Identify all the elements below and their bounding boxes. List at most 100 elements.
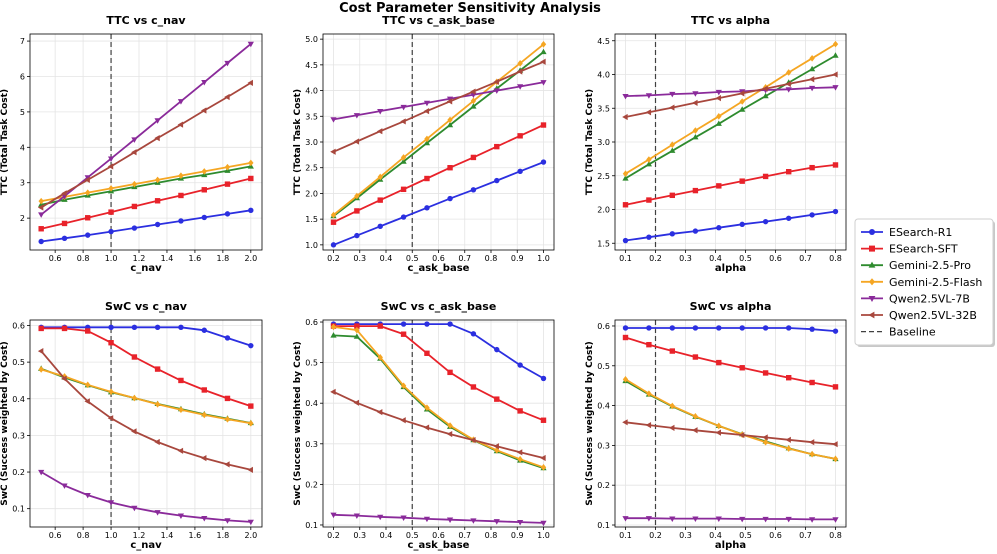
data-point <box>669 141 675 148</box>
subplot-2: 0.2 0.3 0.4 0.5 0.6 0.7 0.8 0.9 1.0 1.0 1.5 2.0 2.5 3… <box>293 14 555 274</box>
y-tick-label: 0.5 <box>597 362 610 371</box>
series-line <box>41 165 251 206</box>
x-tick-label: 0.2 <box>649 531 662 540</box>
data-point <box>809 517 816 523</box>
series-qwen2-5vl-32b <box>330 388 546 462</box>
data-point <box>809 55 815 62</box>
data-point <box>108 324 114 331</box>
data-point <box>540 122 547 128</box>
data-point <box>446 98 453 105</box>
x-axis-label: c_nav <box>130 263 162 274</box>
data-point <box>447 195 453 202</box>
data-point <box>493 88 500 94</box>
series-line <box>333 323 544 380</box>
x-tick-label: 2.0 <box>244 531 257 540</box>
series-line <box>625 378 836 460</box>
y-tick-label: 0.1 <box>305 521 318 530</box>
data-point <box>786 325 792 331</box>
data-point <box>470 437 476 444</box>
data-point <box>494 346 500 353</box>
data-point <box>622 170 629 178</box>
series-qwen2-5vl-7b <box>330 80 547 123</box>
legend-marker <box>868 261 876 268</box>
subplot-3: 0.1 0.2 0.3 0.4 0.5 0.6 0.7 0.8 1.5 2.0 2.5 3.0 3.5 4… <box>585 14 847 274</box>
data-point <box>61 373 68 380</box>
data-point <box>178 377 184 384</box>
data-point <box>832 441 838 448</box>
legend-entry-gemini-2-5-pro: Gemini-2.5-Pro <box>861 259 971 272</box>
series-qwen2-5vl-7b <box>38 41 254 218</box>
series-esearch-r1 <box>622 325 839 334</box>
data-point <box>716 325 722 331</box>
y-tick-label: 3 <box>20 179 25 188</box>
series-gemini-2-5-flash <box>330 40 547 219</box>
data-point <box>692 91 699 97</box>
data-point <box>622 175 629 181</box>
series-line <box>333 60 544 153</box>
data-point <box>669 424 675 431</box>
data-point <box>400 154 407 161</box>
data-point <box>715 120 722 126</box>
data-point <box>669 147 676 153</box>
data-point <box>832 85 839 91</box>
data-point <box>762 370 769 376</box>
data-point <box>622 93 629 100</box>
series-line <box>625 517 836 521</box>
data-point <box>178 192 184 199</box>
grid <box>30 34 262 250</box>
x-tick-label: 0.4 <box>709 531 722 540</box>
data-point <box>201 79 208 86</box>
series-gemini-2-5-flash <box>38 159 254 205</box>
data-point <box>84 175 91 181</box>
series-qwen2-5vl-32b <box>622 71 838 121</box>
data-point <box>622 113 628 121</box>
legend-marker <box>868 296 876 302</box>
series-esearch-sft <box>330 122 547 225</box>
data-point <box>446 96 454 103</box>
legend-entry-baseline: Baseline <box>861 326 936 339</box>
y-axis-label: SwC (Success weighted by Cost) <box>585 341 595 506</box>
series-qwen2-5vl-7b <box>330 512 547 527</box>
x-tick-label: 0.5 <box>406 254 419 263</box>
data-point <box>85 381 91 389</box>
data-point <box>692 228 699 234</box>
series-gemini-2-5-flash <box>622 40 839 178</box>
y-tick-label: 0.6 <box>12 321 25 330</box>
x-tick-label: 1.2 <box>133 531 146 540</box>
data-point <box>61 190 67 197</box>
data-point <box>516 449 523 456</box>
x-tick-label: 0.5 <box>406 531 419 540</box>
data-point <box>646 234 652 240</box>
series-line <box>333 161 544 246</box>
data-point <box>154 198 161 204</box>
x-axis-label: c_ask_base <box>408 540 470 551</box>
legend-label: Gemini-2.5-Pro <box>889 259 971 272</box>
data-point <box>669 104 675 111</box>
data-point <box>470 384 477 390</box>
data-point <box>809 85 816 92</box>
data-point <box>470 187 477 193</box>
data-point <box>84 492 91 499</box>
data-point <box>669 348 675 354</box>
x-tick-label: 0.8 <box>77 254 90 263</box>
series-line <box>333 81 544 121</box>
data-point <box>785 87 792 93</box>
data-point <box>494 177 500 184</box>
series-line <box>332 51 545 217</box>
data-point <box>716 225 722 231</box>
data-point <box>248 175 254 182</box>
data-point <box>739 98 745 105</box>
series-line <box>41 327 252 407</box>
x-tick-label: 0.7 <box>458 531 471 540</box>
data-point <box>224 518 231 524</box>
data-point <box>540 159 547 165</box>
data-point <box>131 324 138 331</box>
subplot-title: TTC vs c_nav <box>106 14 186 27</box>
data-point <box>131 394 138 402</box>
y-tick-label: 4.0 <box>597 71 610 80</box>
data-point <box>61 325 68 332</box>
y-tick-label: 2 <box>20 214 25 223</box>
x-tick-label: 0.7 <box>458 254 471 263</box>
data-point <box>832 162 839 168</box>
data-point <box>154 176 161 184</box>
